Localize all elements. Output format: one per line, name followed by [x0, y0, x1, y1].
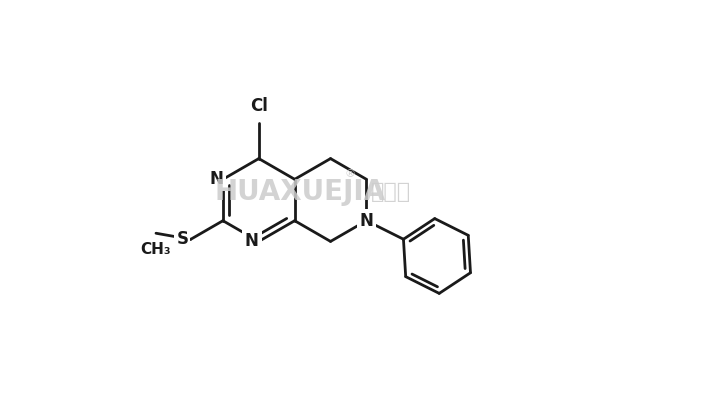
Text: HUAXUEJIA: HUAXUEJIA [214, 178, 386, 206]
Text: ®: ® [344, 169, 355, 179]
Text: Cl: Cl [250, 97, 268, 115]
Text: N: N [245, 232, 259, 250]
Text: S: S [176, 230, 188, 248]
Text: CH₃: CH₃ [141, 242, 172, 257]
Text: 化学加: 化学加 [371, 182, 411, 202]
Text: N: N [359, 212, 373, 230]
Text: N: N [209, 170, 223, 188]
